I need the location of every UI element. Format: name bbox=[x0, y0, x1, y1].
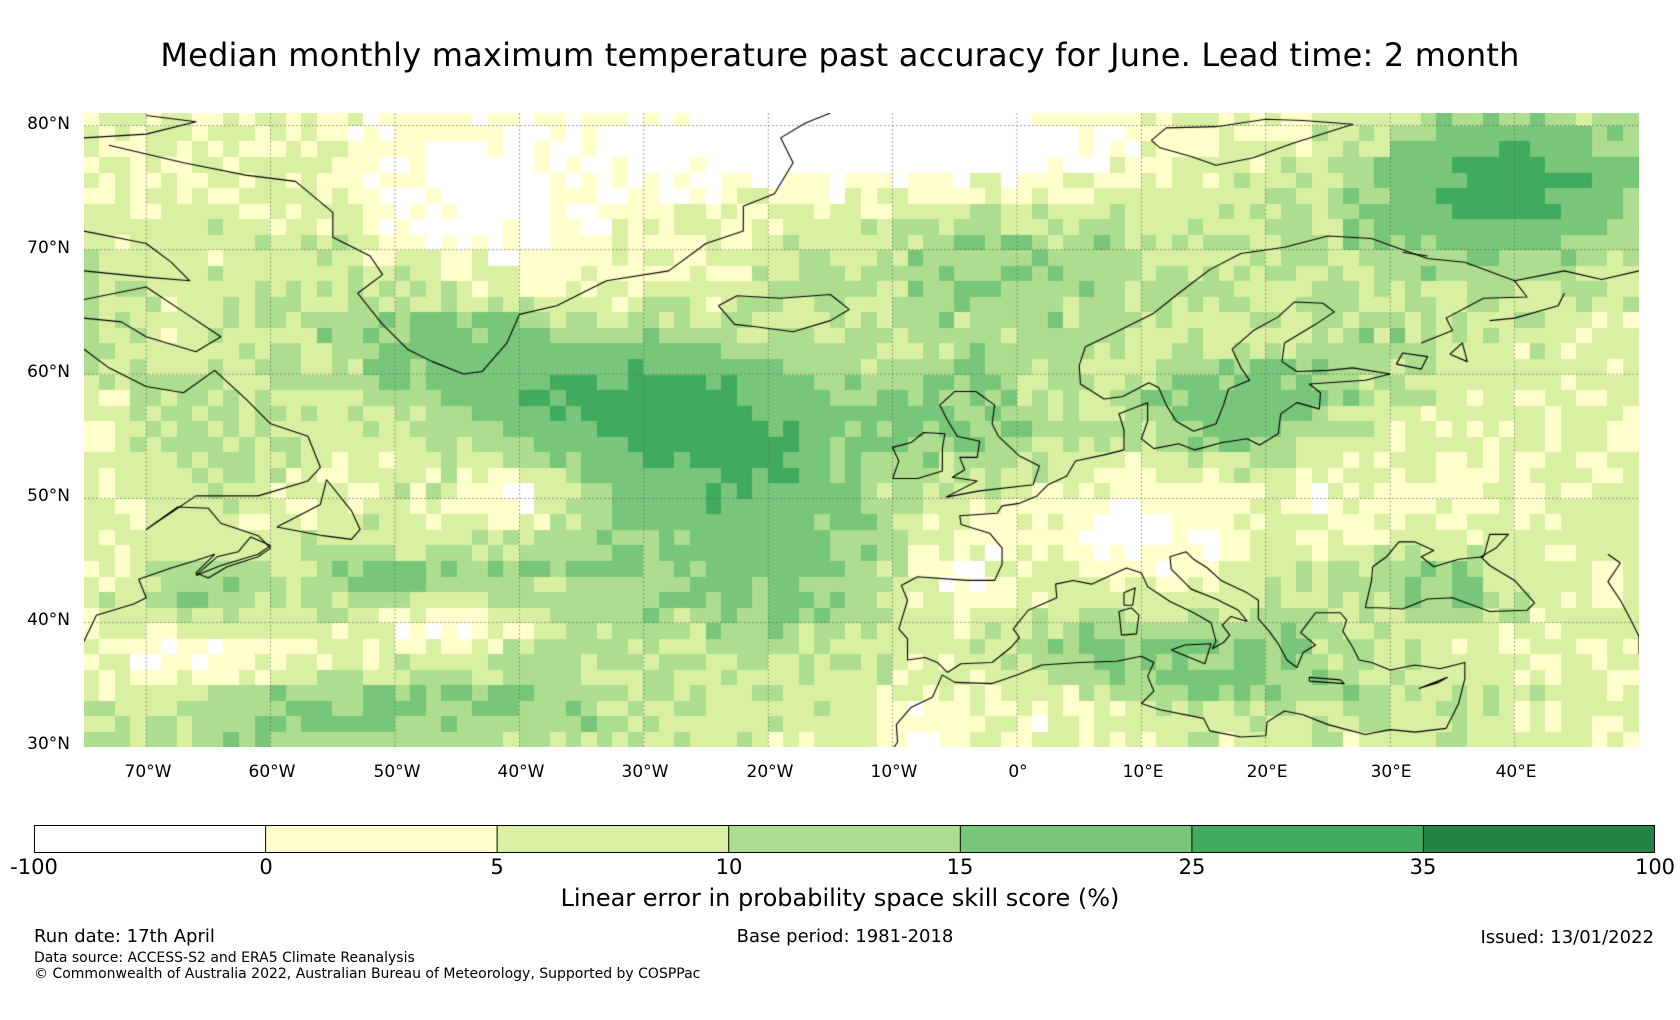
colorbar-bin-10-15 bbox=[728, 825, 961, 853]
lon-label-0: 0° bbox=[1008, 762, 1028, 782]
colorbar-tick-15: 15 bbox=[946, 855, 974, 879]
colorbar-bin-neg100-0 bbox=[34, 825, 266, 853]
lon-label-10w: 10°W bbox=[870, 762, 918, 782]
colorbar-tick-25: 25 bbox=[1178, 855, 1206, 879]
base-period: Base period: 1981-2018 bbox=[736, 926, 954, 947]
colorbar-tick-35: 35 bbox=[1409, 855, 1437, 879]
lon-label-20e: 20°E bbox=[1246, 762, 1288, 782]
data-source: Data source: ACCESS-S2 and ERA5 Climate … bbox=[34, 950, 415, 966]
colorbar-bin-15-25 bbox=[960, 825, 1192, 853]
lon-label-30e: 30°E bbox=[1370, 762, 1412, 782]
lat-label-70n: 70°N bbox=[27, 238, 70, 258]
lat-label-50n: 50°N bbox=[27, 486, 70, 506]
colorbar-bin-0-5 bbox=[265, 825, 498, 853]
lon-label-60w: 60°W bbox=[248, 762, 296, 782]
colorbar-tick-10: 10 bbox=[715, 855, 743, 879]
lon-label-70w: 70°W bbox=[124, 762, 172, 782]
colorbar-bin-35-100 bbox=[1423, 825, 1655, 853]
chart-title: Median monthly maximum temperature past … bbox=[160, 36, 1520, 74]
colorbar-tick-0: 0 bbox=[259, 855, 273, 879]
run-date: Run date: 17th April bbox=[34, 926, 215, 947]
lat-label-30n: 30°N bbox=[27, 734, 70, 754]
lon-label-40e: 40°E bbox=[1495, 762, 1537, 782]
issued-date: Issued: 13/01/2022 bbox=[1480, 927, 1654, 948]
colorbar-bin-5-10 bbox=[497, 825, 729, 853]
lon-label-40w: 40°W bbox=[497, 762, 545, 782]
colorbar-tick-neg100: -100 bbox=[10, 855, 58, 879]
copyright: © Commonwealth of Australia 2022, Austra… bbox=[34, 966, 701, 982]
lat-label-60n: 60°N bbox=[27, 362, 70, 382]
lon-label-30w: 30°W bbox=[621, 762, 669, 782]
colorbar bbox=[34, 825, 1655, 853]
colorbar-tick-100: 100 bbox=[1634, 855, 1676, 879]
lon-label-50w: 50°W bbox=[373, 762, 421, 782]
lat-label-40n: 40°N bbox=[27, 610, 70, 630]
colorbar-bin-25-35 bbox=[1191, 825, 1424, 853]
lon-label-10e: 10°E bbox=[1122, 762, 1164, 782]
colorbar-label: Linear error in probability space skill … bbox=[560, 884, 1120, 912]
lon-label-20w: 20°W bbox=[746, 762, 794, 782]
lat-label-80n: 80°N bbox=[27, 114, 70, 134]
skill-score-map bbox=[84, 113, 1639, 747]
colorbar-tick-5: 5 bbox=[490, 855, 504, 879]
